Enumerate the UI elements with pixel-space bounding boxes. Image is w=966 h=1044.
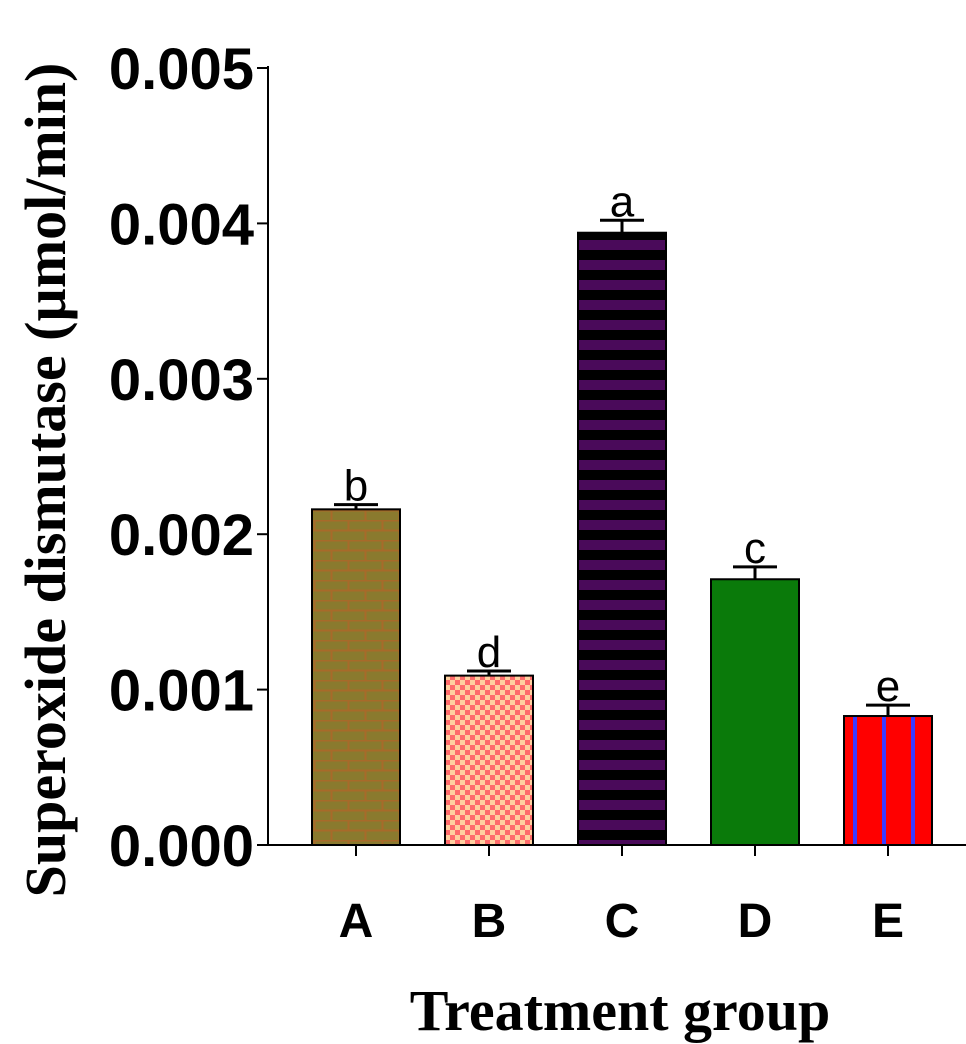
- y-tick-label: 0.001: [109, 659, 254, 724]
- significance-label-E: e: [876, 662, 900, 711]
- bar-A: [311, 508, 401, 846]
- bar-D: [710, 578, 800, 846]
- bar-E: [843, 715, 933, 846]
- y-axis-ticks: 0.000 0.001 0.002 0.003 0.004 0.005: [109, 37, 268, 879]
- x-tick-label-D: D: [738, 895, 773, 948]
- bar-B: [444, 674, 534, 847]
- x-tick-label-E: E: [872, 895, 904, 948]
- significance-label-A: b: [344, 462, 368, 511]
- x-tick-label-C: C: [605, 895, 640, 948]
- significance-label-D: c: [744, 524, 766, 573]
- y-tick-label: 0.002: [109, 503, 254, 568]
- y-tick-label: 0.000: [109, 814, 254, 879]
- significance-label-C: a: [610, 177, 635, 226]
- y-tick-label: 0.005: [109, 37, 254, 102]
- y-tick-label: 0.004: [109, 192, 254, 257]
- y-tick-label: 0.003: [109, 348, 254, 413]
- significance-label-B: d: [477, 628, 501, 677]
- bar-C: [577, 231, 667, 846]
- x-axis-title: Treatment group: [410, 978, 830, 1043]
- x-axis-ticks: A B C D E: [339, 845, 904, 948]
- y-axis-title: Superoxide dismutase (µmol/min): [13, 63, 78, 898]
- bars: b d a c e: [311, 177, 933, 847]
- x-tick-label-A: A: [339, 895, 374, 948]
- x-tick-label-B: B: [472, 895, 507, 948]
